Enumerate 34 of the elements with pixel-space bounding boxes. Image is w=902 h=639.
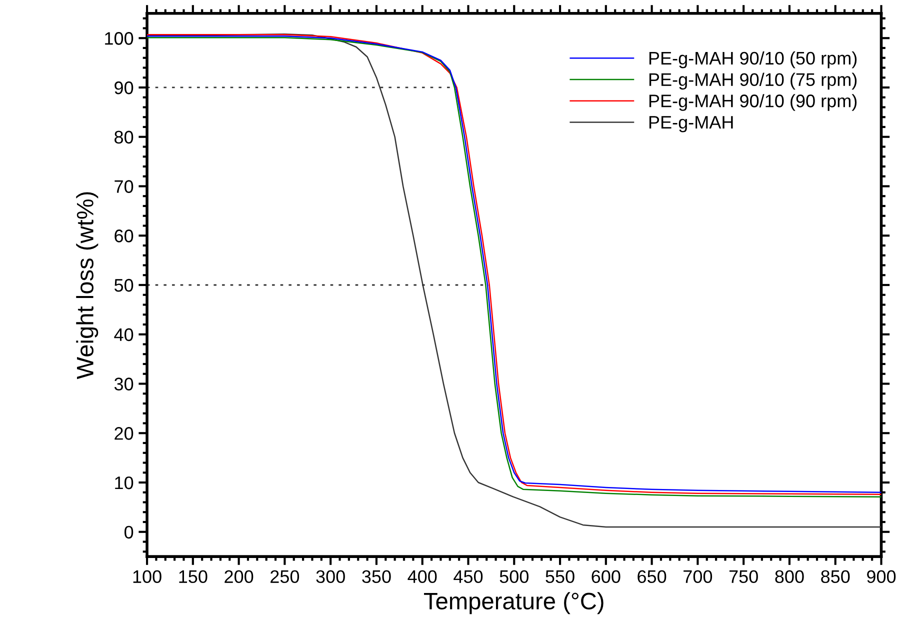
x-tick-label: 550 [546,570,574,584]
y-tick-label: 70 [114,180,134,193]
x-tick-label: 700 [684,570,712,584]
x-tick-label: 600 [592,570,620,584]
x-tick-label: 750 [729,570,758,584]
x-tick-label: 300 [316,570,345,584]
legend-label: PE-g-MAH 90/10 (75 rpm) [649,72,857,90]
x-tick-label: 900 [867,570,896,584]
y-tick-label: 20 [114,427,134,440]
legend-label: PE-g-MAH 90/10 (50 rpm) [649,51,857,68]
legend-label: PE-g-MAH 90/10 (90 rpm) [649,94,857,111]
x-tick-label: 800 [775,570,804,584]
x-tick-label: 650 [638,570,666,584]
y-tick-label: 30 [114,378,134,390]
x-tick-label: 250 [270,570,300,584]
x-tick-label: 150 [179,570,208,584]
y-tick-label: 50 [114,278,134,292]
x-tick-label: 450 [454,570,483,584]
x-tick-label: 850 [821,570,850,584]
legend-label: PE-g-MAH [649,116,733,132]
y-tick-label: 60 [114,230,134,242]
y-tick-label: 10 [115,476,134,490]
y-tick-label: 0 [124,526,134,539]
y-tick-label: 80 [114,130,134,144]
x-tick-label: 500 [500,570,528,584]
y-tick-label: 100 [105,32,134,45]
x-tick-label: 200 [224,570,254,584]
x-tick-label: 400 [408,570,437,584]
x-axis-title: Temperature (°C) [424,592,604,614]
y-tick-label: 90 [114,81,134,94]
x-tick-label: 100 [133,570,162,584]
x-tick-label: 350 [362,570,391,584]
y-axis-title: Weight loss (wt%) [76,192,98,380]
y-tick-label: 40 [114,328,134,342]
